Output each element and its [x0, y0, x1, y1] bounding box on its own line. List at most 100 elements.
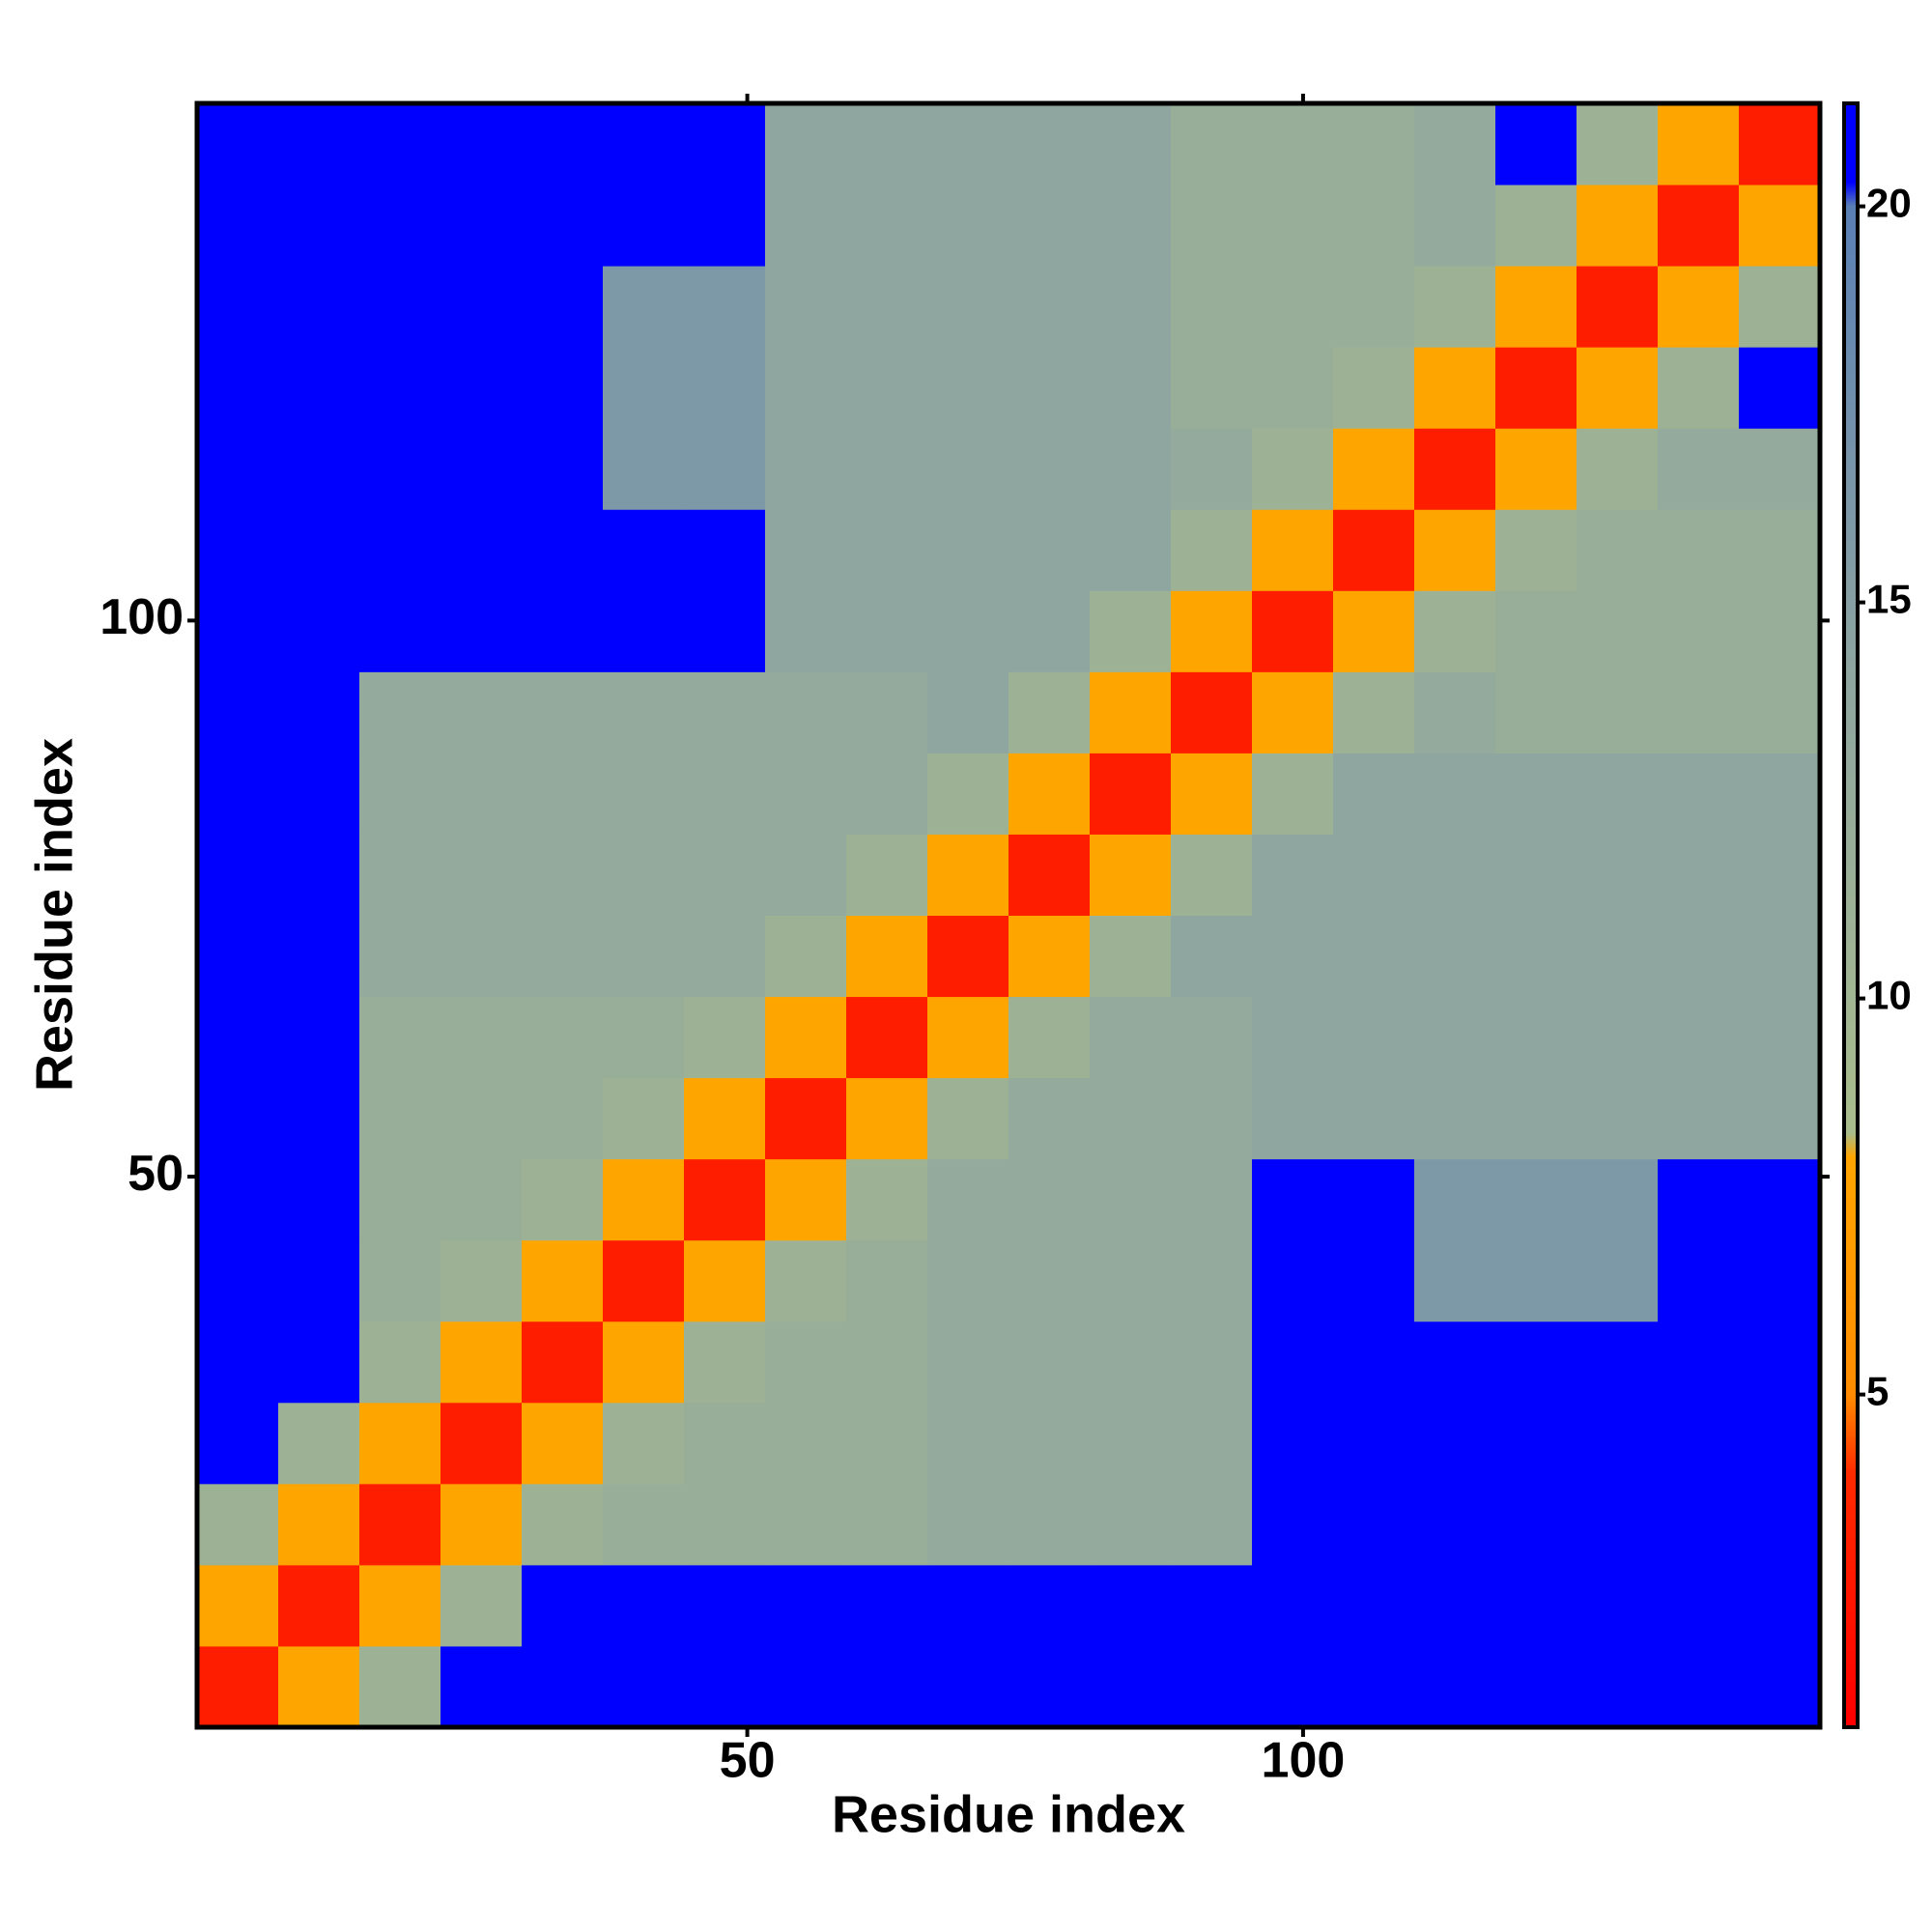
heatmap-cell: [1577, 509, 1659, 591]
heatmap-cell: [1414, 266, 1496, 348]
heatmap-cell: [440, 590, 523, 672]
heatmap-cell: [1414, 915, 1496, 998]
heatmap-cell: [440, 1483, 523, 1566]
heatmap-cell: [603, 347, 685, 429]
heatmap-cell: [603, 428, 685, 510]
heatmap-cell: [1577, 1645, 1659, 1728]
heatmap-cell: [684, 1564, 766, 1647]
heatmap-cell: [927, 266, 1009, 348]
heatmap-cell: [1333, 266, 1415, 348]
heatmap-cell: [1009, 1321, 1091, 1404]
heatmap-cell: [1333, 1077, 1415, 1160]
heatmap-cell: [197, 266, 279, 348]
heatmap-cell: [1495, 266, 1577, 348]
heatmap-cell: [1009, 1158, 1091, 1241]
heatmap-cell: [765, 1239, 847, 1322]
heatmap-cell: [1009, 1077, 1091, 1160]
heatmap-cell: [1252, 1645, 1334, 1728]
heatmap-cell: [1090, 428, 1172, 510]
heatmap-cell: [1009, 834, 1091, 916]
x-axis-title: Residue index: [832, 1785, 1185, 1843]
heatmap-cell: [1739, 428, 1821, 510]
y-tick-label: 100: [99, 589, 184, 645]
heatmap-cell: [1171, 1158, 1253, 1241]
heatmap-cell: [1009, 103, 1091, 185]
heatmap-cell: [603, 103, 685, 185]
heatmap-cell: [603, 1564, 685, 1647]
heatmap-cell: [522, 834, 604, 916]
heatmap-cell: [359, 266, 441, 348]
heatmap-cell: [197, 1077, 279, 1160]
heatmap-cell: [197, 509, 279, 591]
heatmap-cell: [846, 753, 928, 835]
heatmap-cell: [1658, 1158, 1740, 1241]
heatmap-cell: [1658, 996, 1740, 1079]
heatmap-cell: [278, 1321, 360, 1404]
heatmap-cell: [1090, 590, 1172, 672]
heatmap-cell: [1577, 103, 1659, 185]
heatmap-cell: [765, 185, 847, 267]
heatmap-cell: [846, 1239, 928, 1322]
heatmap-cell: [846, 834, 928, 916]
heatmap-cell: [522, 509, 604, 591]
heatmap-cell: [1495, 1402, 1577, 1485]
heatmap-cell: [440, 347, 523, 429]
heatmap-cell: [1009, 266, 1091, 348]
heatmap-cell: [359, 1402, 441, 1485]
heatmap-cell: [1414, 1402, 1496, 1485]
heatmap-cell: [1414, 428, 1496, 510]
heatmap-cell: [522, 1402, 604, 1485]
heatmap-cell: [603, 753, 685, 835]
colorbar-tick-label: 20: [1866, 181, 1912, 226]
heatmap-cell: [440, 915, 523, 998]
heatmap-cell: [846, 266, 928, 348]
heatmap-cell: [522, 185, 604, 267]
heatmap-cell: [1495, 1564, 1577, 1647]
heatmap-cell: [1333, 1239, 1415, 1322]
heatmap-cell: [1495, 1321, 1577, 1404]
heatmap-cell: [1495, 428, 1577, 510]
heatmap-cell: [1171, 1564, 1253, 1647]
heatmap-cell: [440, 1321, 523, 1404]
heatmap-cell: [1171, 266, 1253, 348]
heatmap-cell: [522, 753, 604, 835]
heatmap-cell: [846, 347, 928, 429]
heatmap-cell: [440, 1239, 523, 1322]
heatmap-cell: [197, 185, 279, 267]
heatmap-cell: [1090, 1402, 1172, 1485]
heatmap-cell: [440, 266, 523, 348]
heatmap-cell: [1252, 671, 1334, 753]
heatmap-cell: [1009, 753, 1091, 835]
heatmap-cell: [1171, 103, 1253, 185]
heatmap-cell: [1171, 753, 1253, 835]
heatmap-cell: [1333, 1402, 1415, 1485]
heatmap-cell: [765, 347, 847, 429]
heatmap-cell: [1414, 1645, 1496, 1728]
heatmap-cell: [1577, 428, 1659, 510]
heatmap-cell: [1414, 671, 1496, 753]
heatmap-cells: [197, 103, 1821, 1728]
heatmap-cell: [846, 671, 928, 753]
heatmap-cell: [1009, 1483, 1091, 1566]
heatmap-cell: [1333, 834, 1415, 916]
heatmap-cell: [278, 915, 360, 998]
heatmap-cell: [1252, 1483, 1334, 1566]
heatmap-cell: [684, 347, 766, 429]
heatmap-cell: [278, 1402, 360, 1485]
heatmap-cell: [1739, 1564, 1821, 1647]
heatmap-cell: [603, 996, 685, 1079]
heatmap-cell: [278, 834, 360, 916]
heatmap-cell: [522, 590, 604, 672]
heatmap-cell: [846, 590, 928, 672]
heatmap-cell: [522, 347, 604, 429]
heatmap-cell: [846, 1402, 928, 1485]
heatmap-cell: [1577, 834, 1659, 916]
heatmap-cell: [359, 915, 441, 998]
heatmap-cell: [440, 1077, 523, 1160]
heatmap-cell: [1252, 1321, 1334, 1404]
heatmap-cell: [1495, 996, 1577, 1079]
heatmap-cell: [927, 1158, 1009, 1241]
heatmap-cell: [684, 1239, 766, 1322]
heatmap-cell: [1577, 1239, 1659, 1322]
heatmap-cell: [1658, 1564, 1740, 1647]
